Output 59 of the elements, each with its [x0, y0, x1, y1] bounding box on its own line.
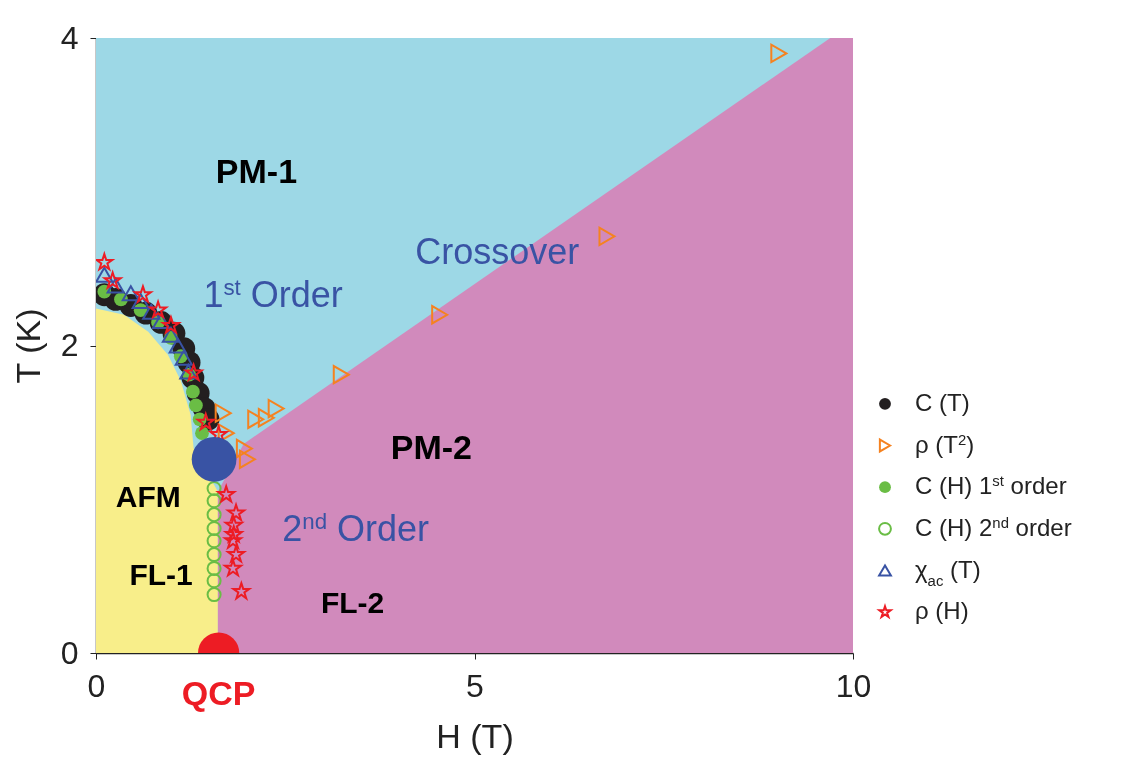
point [224, 531, 242, 549]
point [206, 520, 222, 536]
legend-label: C (H) 2$^{nd}$ order [915, 513, 1072, 541]
x-tick-label: 5 [466, 667, 484, 704]
y-tick-label: 4 [60, 19, 79, 56]
point [161, 326, 181, 343]
point [206, 533, 222, 549]
annotation: AFM [115, 479, 181, 513]
legend-label: C (T) [915, 388, 970, 416]
point [206, 560, 222, 576]
point [206, 493, 222, 509]
point [217, 423, 235, 443]
annotation: PM-2 [390, 427, 472, 466]
legend-label: C (H) 1$^{st}$ order [915, 472, 1067, 500]
legend-label: ρ (T$^{2}$) [915, 430, 975, 458]
point [106, 277, 125, 294]
point [224, 559, 242, 577]
annotation: 1$^{st}$ Order [203, 274, 343, 316]
point [189, 398, 203, 413]
point [227, 545, 245, 563]
annotation: QCP [181, 674, 256, 712]
point [206, 587, 222, 603]
point [206, 547, 222, 563]
point [224, 516, 243, 534]
x-tick-label: 10 [835, 667, 872, 704]
point [770, 43, 788, 64]
point [168, 337, 187, 354]
point [238, 449, 256, 469]
legend-label: ρ (H) [915, 597, 969, 625]
x-tick-label: 0 [87, 667, 106, 704]
point [191, 436, 237, 482]
y-tick-label: 2 [60, 327, 79, 363]
point [206, 507, 222, 523]
point [217, 485, 236, 503]
point [131, 292, 150, 309]
y-tick-label: 0 [60, 634, 79, 671]
point [214, 403, 232, 423]
point [235, 438, 253, 459]
point [206, 480, 222, 496]
y-axis-title: T (K) [8, 308, 47, 384]
point [247, 409, 265, 429]
annotation: FL-1 [129, 558, 193, 592]
legend-label: χ$_{ac}$ (T) [915, 555, 981, 589]
annotation: 2$^{nd}$ Order [282, 508, 430, 549]
point [206, 573, 222, 589]
annotation: PM-1 [215, 152, 298, 191]
point [152, 312, 171, 329]
point [96, 251, 116, 272]
point [267, 398, 285, 419]
point [121, 285, 140, 302]
point [224, 525, 243, 543]
point [598, 226, 616, 246]
point [332, 365, 350, 385]
point [257, 408, 275, 428]
x-axis-title: H (T) [436, 716, 514, 755]
point [196, 413, 215, 431]
point [431, 305, 449, 325]
annotation: FL-2 [320, 585, 385, 619]
point [133, 285, 152, 303]
